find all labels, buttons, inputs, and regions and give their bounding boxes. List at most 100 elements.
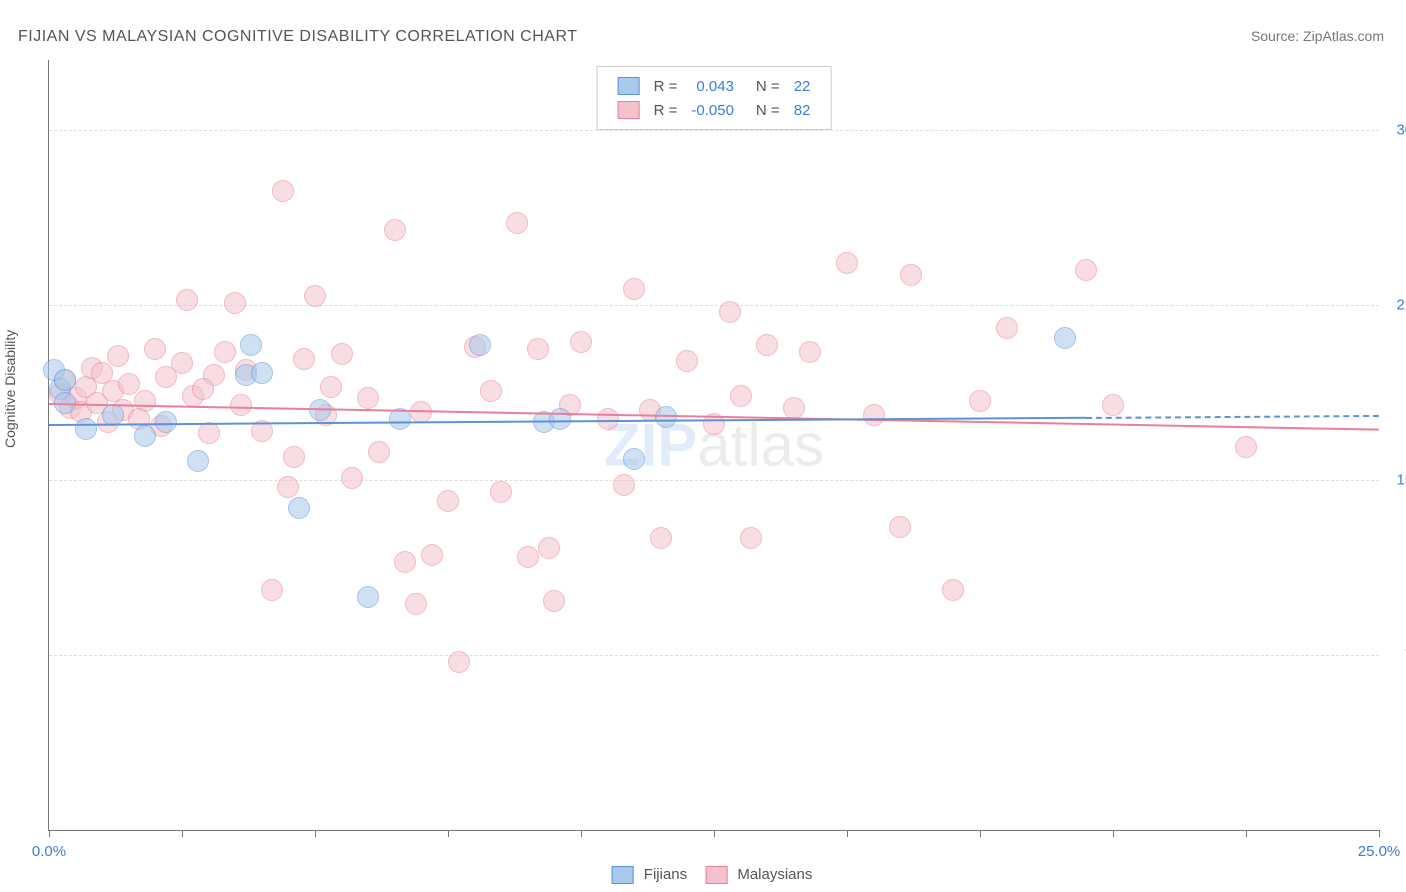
x-tick-label: 25.0% [1358,843,1401,860]
data-point [192,378,214,400]
data-point [134,425,156,447]
data-point [341,467,363,489]
trend-line-dashed [1086,415,1379,419]
grid-line [49,480,1379,481]
data-point [251,362,273,384]
data-point [650,527,672,549]
r-value: -0.050 [685,99,740,121]
r-label: R = [648,99,684,121]
legend-swatch [618,101,640,119]
data-point [527,338,549,360]
r-label: R = [648,75,684,97]
y-tick-label: 22.5% [1384,297,1406,314]
data-point [549,408,571,430]
y-axis-label: Cognitive Disability [2,330,18,448]
data-point [437,490,459,512]
x-tick [1113,830,1114,837]
data-point [261,579,283,601]
data-point [384,219,406,241]
n-value: 82 [788,99,817,121]
legend-swatch [612,866,634,884]
data-point [613,474,635,496]
data-point [799,341,821,363]
data-point [469,334,491,356]
chart-title: FIJIAN VS MALAYSIAN COGNITIVE DISABILITY… [18,28,577,46]
data-point [783,397,805,419]
n-label: N = [742,75,786,97]
data-point [996,317,1018,339]
data-point [889,516,911,538]
data-point [676,350,698,372]
source-label: Source: ZipAtlas.com [1251,28,1384,44]
data-point [1075,259,1097,281]
legend-statistics: R =0.043N =22R =-0.050N =82 [597,66,832,130]
legend-stat-row: R =0.043N =22 [612,75,817,97]
data-point [623,278,645,300]
data-point [538,537,560,559]
data-point [198,422,220,444]
y-tick-label: 30.0% [1384,122,1406,139]
data-point [448,651,470,673]
r-value: 0.043 [685,75,740,97]
legend-swatch [705,866,727,884]
data-point [176,289,198,311]
data-point [171,352,193,374]
x-tick [581,830,582,837]
y-tick-label: 7.5% [1384,647,1406,664]
data-point [730,385,752,407]
x-tick [49,830,50,837]
data-point [224,292,246,314]
data-point [1102,394,1124,416]
legend-series-name: Fijians [640,866,688,883]
x-tick [182,830,183,837]
data-point [506,212,528,234]
data-point [331,343,353,365]
n-value: 22 [788,75,817,97]
x-tick [1379,830,1380,837]
grid-line [49,305,1379,306]
data-point [75,418,97,440]
x-tick [448,830,449,837]
data-point [719,301,741,323]
x-tick [714,830,715,837]
data-point [144,338,166,360]
legend-series-name: Malaysians [733,866,812,883]
grid-line [49,655,1379,656]
x-tick [847,830,848,837]
legend-series: Fijians Malaysians [594,866,813,884]
legend-swatch [618,77,640,95]
data-point [942,579,964,601]
data-point [54,369,76,391]
data-point [230,394,252,416]
data-point [405,593,427,615]
data-point [836,252,858,274]
x-tick [1246,830,1247,837]
data-point [480,380,502,402]
grid-line [49,130,1379,131]
data-point [543,590,565,612]
data-point [357,387,379,409]
data-point [517,546,539,568]
data-point [368,441,390,463]
x-tick-label: 0.0% [32,843,66,860]
data-point [107,345,129,367]
data-point [293,348,315,370]
data-point [288,497,310,519]
data-point [740,527,762,549]
data-point [187,450,209,472]
x-tick [315,830,316,837]
data-point [969,390,991,412]
data-point [900,264,922,286]
y-tick-label: 15.0% [1384,472,1406,489]
data-point [214,341,236,363]
data-point [272,180,294,202]
data-point [320,376,342,398]
data-point [863,404,885,426]
data-point [1054,327,1076,349]
legend-stat-row: R =-0.050N =82 [612,99,817,121]
data-point [394,551,416,573]
data-point [490,481,512,503]
data-point [570,331,592,353]
n-label: N = [742,99,786,121]
data-point [102,404,124,426]
